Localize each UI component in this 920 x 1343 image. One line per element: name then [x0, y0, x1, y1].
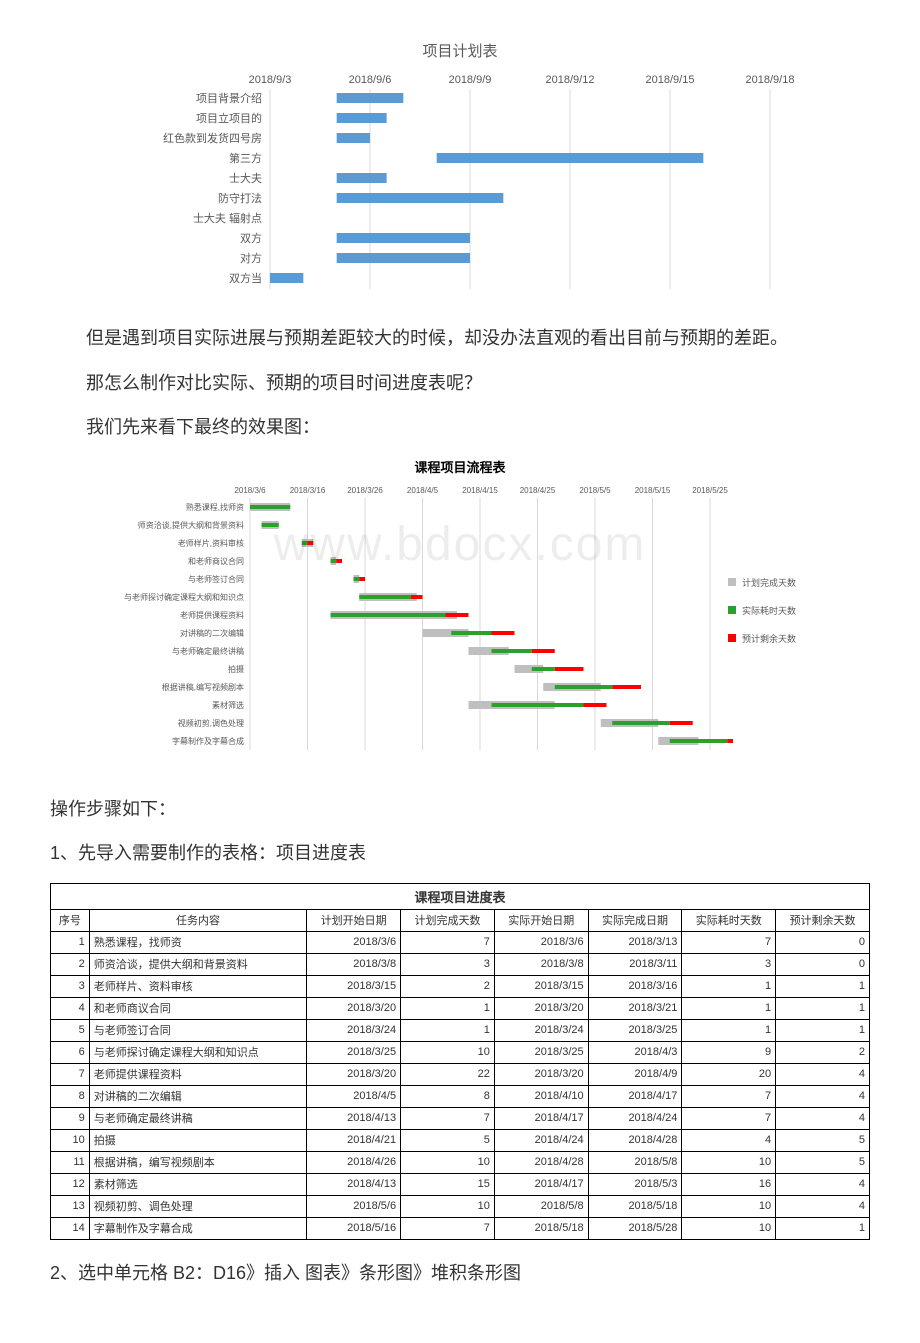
table-row: 5与老师签订合同2018/3/2412018/3/242018/3/2511: [51, 1019, 870, 1041]
svg-text:2018/3/16: 2018/3/16: [290, 486, 326, 495]
svg-text:根据讲稿,编写视频剧本: 根据讲稿,编写视频剧本: [162, 682, 244, 692]
chart2-svg: 2018/3/6 2018/3/16 2018/3/26 2018/4/5 2018/4…: [90, 480, 830, 770]
chart1-container: 项目计划表 2018/9/32018/9/62018/9/92018/9/122…: [50, 40, 870, 299]
table-header: 序号: [51, 909, 90, 931]
svg-text:字幕制作及字幕合成: 字幕制作及字幕合成: [172, 736, 244, 746]
svg-text:2018/4/25: 2018/4/25: [520, 486, 556, 495]
table-row: 7老师提供课程资料2018/3/20222018/3/202018/4/9204: [51, 1063, 870, 1085]
svg-text:老师样片,资料审核: 老师样片,资料审核: [178, 538, 244, 548]
svg-text:2018/3/26: 2018/3/26: [347, 486, 383, 495]
svg-text:2018/9/18: 2018/9/18: [746, 74, 795, 86]
table-header: 任务内容: [89, 909, 307, 931]
svg-text:对方: 对方: [240, 251, 262, 265]
svg-text:2018/4/15: 2018/4/15: [462, 486, 498, 495]
table-row: 8对讲稿的二次编辑2018/4/582018/4/102018/4/1774: [51, 1085, 870, 1107]
table-row: 14字幕制作及字幕合成2018/5/1672018/5/182018/5/281…: [51, 1217, 870, 1239]
svg-text:红色款到发货四号房: 红色款到发货四号房: [163, 131, 262, 145]
table-header: 实际完成日期: [588, 909, 682, 931]
svg-text:双方: 双方: [240, 231, 262, 245]
chart2-title: 课程项目流程表: [50, 457, 870, 476]
svg-text:2018/3/6: 2018/3/6: [234, 486, 266, 495]
table-row: 4和老师商议合同2018/3/2012018/3/202018/3/2111: [51, 997, 870, 1019]
svg-text:拍摄: 拍摄: [228, 664, 244, 674]
svg-text:对讲稿的二次编辑: 对讲稿的二次编辑: [180, 628, 244, 638]
svg-text:2018/9/3: 2018/9/3: [249, 74, 292, 86]
table-row: 2师资洽谈，提供大纲和背景资料2018/3/832018/3/82018/3/1…: [51, 953, 870, 975]
table-header: 计划完成天数: [401, 909, 495, 931]
svg-text:计划完成天数: 计划完成天数: [742, 577, 796, 588]
chart2-container: 课程项目流程表 www.bdocx.com 2018/3/62018/3/162…: [50, 457, 870, 770]
svg-text:老师提供课程资料: 老师提供课程资料: [180, 610, 244, 620]
svg-text:项目立项目的: 项目立项目的: [196, 111, 262, 125]
svg-text:第三方: 第三方: [229, 151, 262, 165]
svg-text:2018/5/15: 2018/5/15: [635, 486, 671, 495]
svg-text:素材筛选: 素材筛选: [212, 700, 244, 710]
table-header: 实际开始日期: [494, 909, 588, 931]
svg-text:双方当: 双方当: [229, 271, 262, 285]
table-row: 13视频初剪、调色处理2018/5/6102018/5/82018/5/1810…: [51, 1195, 870, 1217]
table-row: 9与老师确定最终讲稿2018/4/1372018/4/172018/4/2474: [51, 1107, 870, 1129]
svg-text:与老师确定最终讲稿: 与老师确定最终讲稿: [172, 646, 244, 656]
svg-text:2018/5/5: 2018/5/5: [579, 486, 611, 495]
table-header: 预计剩余天数: [776, 909, 870, 931]
paragraph-6: 2、选中单元格 B2：D16》插入 图表》条形图》堆积条形图: [50, 1258, 870, 1289]
svg-text:实际耗时天数: 实际耗时天数: [742, 605, 796, 616]
svg-text:2018/9/6: 2018/9/6: [349, 74, 392, 86]
table-row: 6与老师探讨确定课程大纲和知识点2018/3/25102018/3/252018…: [51, 1041, 870, 1063]
svg-text:与老师签订合同: 与老师签订合同: [188, 574, 244, 584]
chart1-svg: 2018/9/3 2018/9/6 2018/9/9 2018/9/12 2018/9/…: [120, 69, 800, 299]
paragraph-3: 我们先来看下最终的效果图：: [50, 412, 870, 443]
svg-text:师资洽谈,提供大纲和背景资料: 师资洽谈,提供大纲和背景资料: [138, 520, 244, 530]
table-row: 12素材筛选2018/4/13152018/4/172018/5/3164: [51, 1173, 870, 1195]
svg-text:2018/5/25: 2018/5/25: [692, 486, 728, 495]
svg-text:视频初剪,调色处理: 视频初剪,调色处理: [178, 718, 244, 728]
table-row: 10拍摄2018/4/2152018/4/242018/4/2845: [51, 1129, 870, 1151]
table-row: 11根据讲稿，编写视频剧本2018/4/26102018/4/282018/5/…: [51, 1151, 870, 1173]
svg-text:与老师探讨确定课程大纲和知识点: 与老师探讨确定课程大纲和知识点: [124, 592, 244, 602]
paragraph-5: 1、先导入需要制作的表格：项目进度表: [50, 838, 870, 869]
svg-text:熟悉课程,找师资: 熟悉课程,找师资: [186, 502, 244, 512]
paragraph-2: 那怎么制作对比实际、预期的项目时间进度表呢？: [50, 368, 870, 399]
svg-text:项目背景介绍: 项目背景介绍: [196, 91, 262, 105]
svg-text:2018/9/9: 2018/9/9: [449, 74, 492, 86]
table-title: 课程项目进度表: [50, 883, 870, 909]
svg-text:士大夫 辐射点: 士大夫 辐射点: [193, 211, 262, 225]
paragraph-1: 但是遇到项目实际进展与预期差距较大的时候，却没办法直观的看出目前与预期的差距。: [50, 323, 870, 354]
progress-table-wrap: 课程项目进度表 序号任务内容计划开始日期计划完成天数实际开始日期实际完成日期实际…: [50, 883, 870, 1240]
svg-text:和老师商议合同: 和老师商议合同: [188, 556, 244, 566]
svg-text:防守打法: 防守打法: [218, 191, 262, 205]
svg-text:士大夫: 士大夫: [229, 171, 262, 185]
svg-text:2018/4/5: 2018/4/5: [407, 486, 439, 495]
svg-text:预计剩余天数: 预计剩余天数: [742, 633, 796, 644]
chart1-title: 项目计划表: [50, 40, 870, 61]
table-header: 实际耗时天数: [682, 909, 776, 931]
paragraph-4: 操作步骤如下：: [50, 794, 870, 825]
svg-text:2018/9/15: 2018/9/15: [646, 74, 695, 86]
table-row: 3老师样片、资料审核2018/3/1522018/3/152018/3/1611: [51, 975, 870, 997]
table-header: 计划开始日期: [307, 909, 401, 931]
progress-table: 序号任务内容计划开始日期计划完成天数实际开始日期实际完成日期实际耗时天数预计剩余…: [50, 909, 870, 1240]
svg-text:2018/9/12: 2018/9/12: [546, 74, 595, 86]
table-row: 1熟悉课程，找师资2018/3/672018/3/62018/3/1370: [51, 931, 870, 953]
